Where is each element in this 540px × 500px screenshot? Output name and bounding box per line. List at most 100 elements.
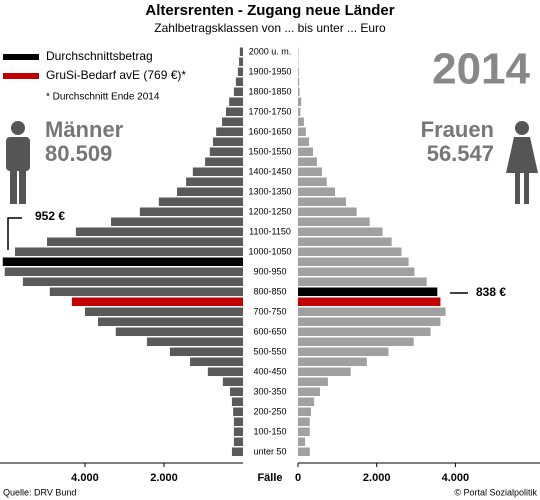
- bar: [192, 167, 243, 176]
- bar: [298, 237, 392, 246]
- chart-subtitle: Zahlbetragsklassen von ... bis unter ...…: [154, 21, 386, 35]
- male-label: Männer: [45, 117, 124, 142]
- category-label: 900-950: [253, 266, 286, 276]
- axis-label: Fälle: [257, 472, 282, 484]
- bar: [22, 277, 244, 286]
- category-label: 1400-1450: [248, 166, 291, 176]
- bar: [298, 137, 310, 146]
- bar: [75, 227, 244, 236]
- bar: [298, 367, 351, 376]
- bar: [298, 167, 323, 176]
- bar: [235, 77, 243, 86]
- bar: [146, 337, 243, 346]
- bar: [298, 267, 415, 276]
- bar: [298, 197, 347, 206]
- male-icon: [6, 121, 30, 204]
- bar: [186, 177, 243, 186]
- bar: [15, 247, 244, 256]
- source: Quelle: DRV Bund: [3, 487, 76, 497]
- bar: [226, 107, 243, 116]
- bar: [298, 347, 389, 356]
- credit: © Portal Sozialpolitik: [454, 487, 537, 497]
- bar: [298, 307, 446, 316]
- bar: [298, 317, 441, 326]
- bar: [298, 127, 306, 136]
- bar: [298, 217, 370, 226]
- bar: [298, 187, 335, 196]
- category-label: 400-450: [253, 366, 286, 376]
- bar: [298, 387, 321, 396]
- legend-swatch: [3, 54, 39, 60]
- bar: [298, 87, 300, 96]
- bar: [231, 397, 243, 406]
- legend-swatch: [3, 73, 39, 79]
- x-tick-label: 2.000: [363, 472, 391, 484]
- male-total: 80.509: [45, 141, 112, 166]
- bar: [298, 67, 299, 76]
- footnote: * Durchschnitt Ende 2014: [46, 92, 160, 103]
- bar: [298, 357, 367, 366]
- category-label: 1500-1550: [248, 146, 291, 156]
- bar: [49, 287, 243, 296]
- category-label: 1300-1350: [248, 186, 291, 196]
- bar: [298, 257, 409, 266]
- female-total: 56.547: [427, 141, 494, 166]
- bar: [298, 327, 431, 336]
- bar: [298, 287, 438, 296]
- category-label: 800-850: [253, 286, 286, 296]
- bar: [205, 157, 243, 166]
- bar: [207, 367, 243, 376]
- bar: [115, 327, 243, 336]
- category-label: 1200-1250: [248, 206, 291, 216]
- x-tick-label: 2.000: [150, 472, 178, 484]
- bar: [233, 437, 243, 446]
- female-icon: [506, 121, 538, 204]
- category-label: 300-350: [253, 386, 286, 396]
- category-label: 700-750: [253, 306, 286, 316]
- bar: [233, 407, 243, 416]
- category-label: 600-650: [253, 326, 286, 336]
- category-label: 1900-1950: [248, 66, 291, 76]
- legend-label: GruSi-Bedarf avE (769 €)*: [46, 68, 186, 82]
- bar: [158, 197, 243, 206]
- category-label: 500-550: [253, 346, 286, 356]
- bar: [229, 97, 243, 106]
- bar: [239, 47, 243, 56]
- bar: [298, 247, 402, 256]
- bar: [2, 257, 243, 266]
- bar: [47, 237, 243, 246]
- bar: [216, 127, 243, 136]
- bar: [177, 187, 243, 196]
- bar: [298, 437, 306, 446]
- bar: [298, 397, 315, 406]
- category-label: 2000 u. m.: [249, 46, 292, 56]
- annotation-line: [7, 217, 22, 250]
- bar: [233, 427, 243, 436]
- bar: [209, 147, 243, 156]
- bar: [298, 297, 441, 306]
- bar: [298, 337, 414, 346]
- bar: [298, 407, 311, 416]
- bar: [298, 227, 383, 236]
- bar: [222, 377, 243, 386]
- bar: [233, 417, 243, 426]
- x-tick-label: 4.000: [71, 472, 99, 484]
- category-label: 1600-1650: [248, 126, 291, 136]
- bar: [190, 357, 243, 366]
- category-label: unter 50: [253, 446, 286, 456]
- bar: [298, 377, 328, 386]
- category-label: 1800-1850: [248, 86, 291, 96]
- bar: [71, 297, 243, 306]
- bar: [237, 67, 243, 76]
- x-tick-label: 4.000: [442, 472, 470, 484]
- category-label: 100-150: [253, 426, 286, 436]
- bar: [298, 447, 310, 456]
- bar: [111, 217, 243, 226]
- bar: [298, 277, 427, 286]
- year-label: 2014: [432, 45, 530, 94]
- category-label: 1700-1750: [248, 106, 291, 116]
- bar: [298, 97, 302, 106]
- legend-label: Durchschnittsbetrag: [46, 49, 153, 63]
- bar: [298, 107, 301, 116]
